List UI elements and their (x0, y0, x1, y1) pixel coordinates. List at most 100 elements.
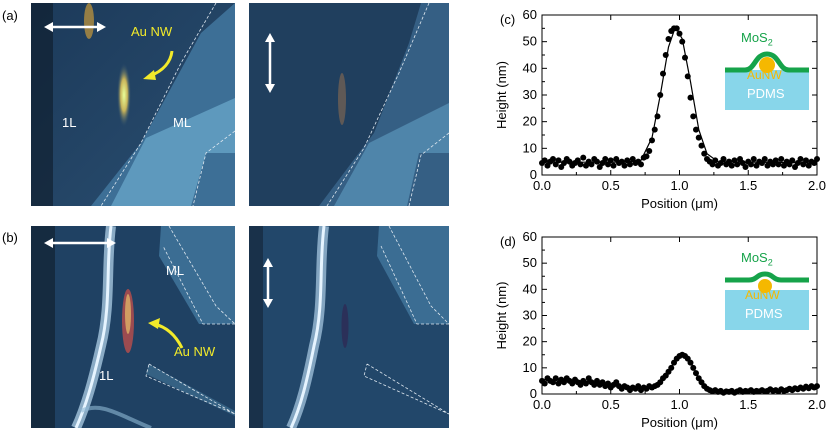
panel-label-d: (d) (500, 234, 516, 249)
x-axis-label: Position (μm) (641, 196, 718, 211)
x-axis-label-suffix: ) (714, 415, 718, 430)
schematic-inset-d: MoS2 AuNW PDMS (725, 250, 809, 330)
y-axis-label: Height (nm) (494, 282, 509, 350)
inset-label-aunw-d: AuNW (745, 288, 780, 302)
x-tick-label: 1.0 (670, 397, 688, 412)
schematic-inset-c: MoS2 AuNW PDMS (725, 30, 809, 110)
x-tick-label: 1.0 (670, 178, 688, 193)
data-point (668, 364, 675, 371)
data-point (789, 157, 796, 164)
y-tick-label: 10 (523, 140, 537, 155)
y-tick-label: 20 (523, 334, 537, 349)
data-point (693, 126, 699, 133)
data-point (646, 148, 653, 154)
nanowire-arrow (140, 48, 180, 87)
data-point (701, 150, 708, 157)
data-point (665, 36, 672, 42)
data-point (577, 161, 584, 168)
data-point (621, 162, 628, 169)
data-point (684, 73, 691, 80)
data-point (627, 161, 633, 168)
region-label-ml: ML (173, 115, 192, 130)
data-point (797, 156, 804, 162)
x-tick-label: 1.5 (739, 397, 757, 412)
inset-label-pdms-d: PDMS (745, 306, 783, 321)
inset-label-mos2: MoS2 (741, 30, 773, 48)
x-tick-label: 1.5 (739, 178, 757, 193)
height-profile-chart-d: 0.0 0.5 1.0 1.5 2.0 0 10 20 30 40 50 60 Position (μm… (494, 229, 826, 430)
data-point (690, 113, 697, 120)
data-point (720, 156, 727, 162)
data-point (693, 370, 699, 377)
region-label-ml-b: ML (166, 263, 185, 278)
data-point (649, 137, 655, 144)
data-point (555, 157, 562, 164)
micrograph-b-polarization-vertical (249, 226, 449, 428)
y-tick-label: 40 (523, 60, 537, 75)
data-point (695, 134, 702, 141)
data-point (673, 25, 680, 32)
data-point (698, 142, 705, 149)
x-axis-label-prefix: Position ( (641, 415, 696, 430)
x-tick-label: 0.5 (602, 178, 620, 193)
data-point (657, 92, 664, 98)
data-point (660, 70, 666, 77)
polarization-arrow-vertical (263, 33, 277, 98)
x-axis-label-unit: μm (695, 196, 713, 211)
data-point (541, 157, 548, 164)
panel-label-a: (a) (2, 8, 18, 23)
x-tick-label: 2.0 (808, 178, 826, 193)
data-point (750, 156, 757, 162)
data-point (602, 156, 609, 162)
y-tick-label: 0 (530, 167, 537, 182)
x-tick-label: 2.0 (808, 397, 826, 412)
data-point (594, 158, 600, 165)
y-tick-label: 0 (530, 386, 537, 401)
x-axis-label: Position (μm) (641, 415, 718, 430)
panel-label-b: (b) (2, 230, 18, 245)
data-point (679, 38, 686, 45)
data-point (607, 157, 614, 164)
data-point (687, 359, 694, 366)
y-tick-label: 60 (523, 7, 537, 22)
region-label-1l-b: 1L (99, 368, 114, 383)
y-tick-label: 30 (523, 308, 537, 323)
data-point (541, 380, 548, 387)
y-tick-label: 40 (523, 281, 537, 296)
data-point (610, 162, 617, 169)
x-axis-label-suffix: ) (714, 196, 718, 211)
data-point (552, 375, 559, 382)
x-tick-label: 0.0 (533, 397, 551, 412)
x-tick-label: 0.5 (602, 397, 620, 412)
y-tick-label: 20 (523, 114, 537, 129)
data-point (588, 161, 595, 168)
data-point (638, 161, 644, 168)
micrograph-b-polarization-horizontal (31, 226, 235, 428)
data-point (651, 126, 658, 133)
polarization-arrow-horizontal-b (44, 236, 116, 255)
data-point (712, 157, 719, 164)
polarization-arrow-horizontal (44, 20, 106, 39)
y-tick-label: 10 (523, 360, 537, 375)
inset-label-mos2-d: MoS2 (741, 250, 773, 268)
data-point (643, 153, 650, 160)
data-point (742, 164, 749, 170)
data-point (682, 54, 688, 61)
data-point (814, 383, 820, 390)
data-point (550, 156, 556, 162)
data-point (728, 162, 735, 169)
data-point (662, 52, 669, 58)
data-point (580, 154, 587, 161)
x-axis-label-unit: μm (695, 415, 713, 430)
data-point (734, 161, 741, 168)
nanowire-label: Au NW (131, 24, 173, 39)
micrograph-a-polarization-horizontal (31, 3, 235, 206)
data-point (778, 156, 785, 162)
data-point (775, 161, 782, 168)
data-point (761, 156, 768, 162)
data-point (748, 161, 754, 168)
polarization-arrow-vertical-b (261, 258, 275, 313)
data-point (690, 364, 697, 371)
inset-label-pdms: PDMS (747, 86, 785, 101)
height-profile-chart-c: 0.0 0.5 1.0 1.5 2.0 0 10 20 30 40 50 60 Position (μm… (494, 7, 826, 211)
